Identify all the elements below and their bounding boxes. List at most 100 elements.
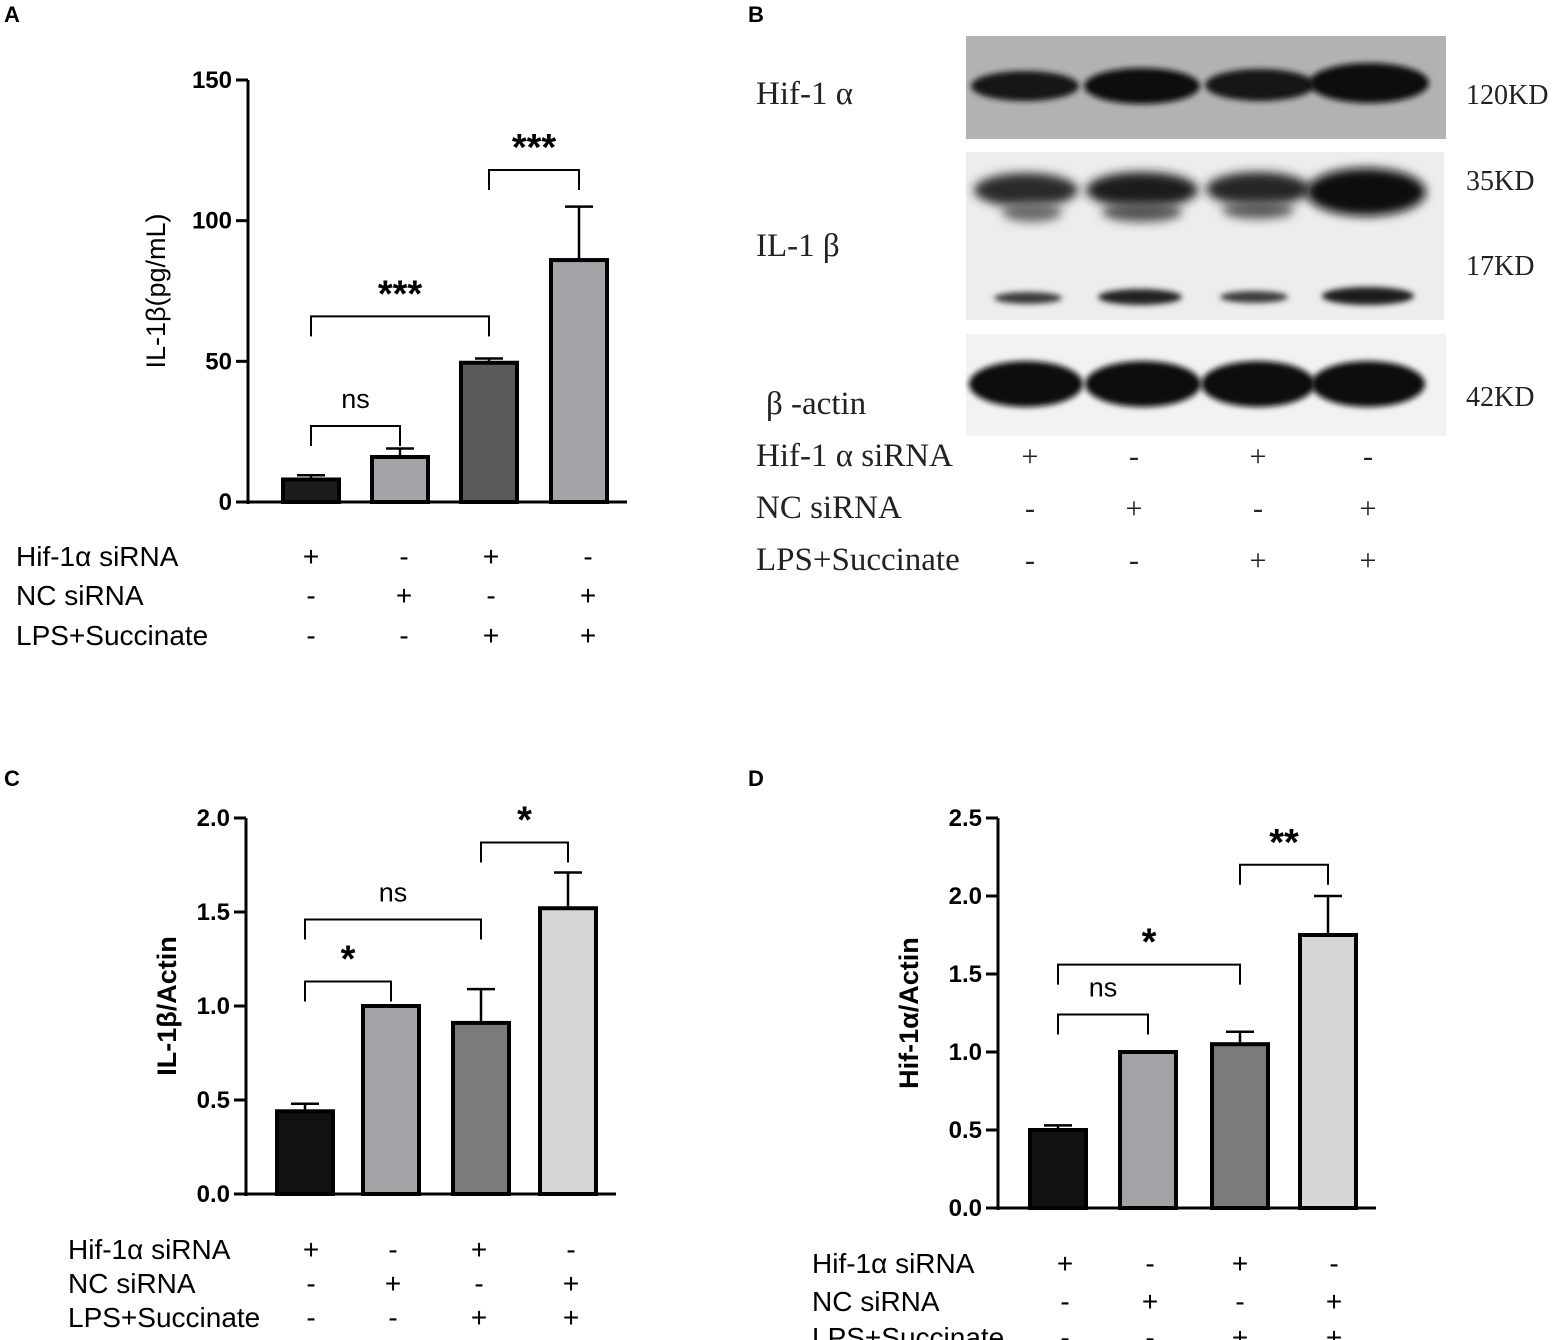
condition-label: Hif-1α siRNA	[16, 541, 179, 572]
blot-condition-sign: +	[1360, 544, 1377, 577]
blot-condition-label: NC siRNA	[756, 490, 902, 526]
bar	[538, 906, 598, 1196]
significance-bracket	[310, 315, 490, 337]
condition-sign: -	[388, 1234, 397, 1265]
significance-label: *	[341, 939, 356, 981]
condition-sign: +	[580, 620, 596, 651]
condition-sign: +	[396, 580, 412, 611]
y-tick-label: 0.5	[949, 1117, 982, 1144]
bar	[459, 360, 519, 504]
bar	[275, 1109, 335, 1197]
condition-sign: -	[399, 620, 408, 651]
condition-sign: +	[1326, 1322, 1342, 1340]
blot-condition-sign: -	[1025, 544, 1035, 577]
blot-strip-actin	[966, 334, 1446, 436]
condition-sign: -	[1060, 1286, 1069, 1317]
y-axis-label: IL-1β(pg/mL)	[141, 213, 171, 368]
blot-kd-42: 42KD	[1466, 382, 1534, 413]
panel-label-b: B	[748, 2, 764, 27]
condition-sign: -	[399, 541, 408, 572]
blot-strip-hif1a	[966, 36, 1446, 139]
blot-kd-120: 120KD	[1466, 80, 1548, 111]
bar	[1210, 1042, 1270, 1210]
condition-sign: +	[483, 541, 499, 572]
significance-bracket	[1057, 1013, 1149, 1035]
y-tick-label: 1.0	[949, 1039, 982, 1066]
bar	[549, 258, 609, 505]
y-tick-label: 100	[192, 208, 232, 235]
condition-label: Hif-1α siRNA	[68, 1234, 231, 1265]
significance-label: *	[517, 799, 532, 841]
significance-label: ***	[378, 273, 423, 315]
condition-sign: -	[486, 580, 495, 611]
blot-condition-sign: +	[1250, 544, 1267, 577]
condition-sign: -	[1145, 1248, 1154, 1279]
condition-sign: +	[580, 580, 596, 611]
condition-sign: +	[303, 541, 319, 572]
blot-condition-sign: -	[1025, 492, 1035, 525]
blot-condition-label: LPS+Succinate	[756, 542, 960, 578]
condition-sign: +	[1326, 1286, 1342, 1317]
blot-label-actin: β -actin	[766, 386, 866, 422]
condition-label: LPS+Succinate	[812, 1322, 1004, 1340]
condition-sign: -	[306, 580, 315, 611]
blot-condition-sign: +	[1250, 440, 1267, 473]
y-tick-label: 150	[192, 67, 232, 94]
significance-bracket	[1239, 863, 1329, 885]
blot-condition-sign: -	[1363, 440, 1373, 473]
blot-strip-il1b	[966, 152, 1444, 320]
y-tick-label: 0.0	[949, 1195, 982, 1222]
western-blot-panel: Hif-1 α IL-1 β β -actin 120KD 35KD 17KD …	[756, 36, 1548, 578]
condition-label: Hif-1α siRNA	[812, 1248, 975, 1279]
significance-label: *	[1142, 922, 1157, 964]
significance-bracket	[488, 169, 580, 191]
condition-sign: -	[306, 1268, 315, 1299]
condition-sign: +	[471, 1234, 487, 1265]
condition-sign: +	[563, 1302, 579, 1333]
y-tick-label: 2.5	[949, 805, 982, 832]
y-tick-label: 1.0	[197, 993, 230, 1020]
blot-kd-17: 17KD	[1466, 251, 1534, 282]
blot-condition-sign: +	[1126, 492, 1143, 525]
significance-label: ns	[1089, 973, 1118, 1003]
significance-bracket	[480, 841, 569, 863]
y-tick-label: 50	[205, 348, 232, 375]
bar	[361, 1004, 421, 1196]
bar	[1298, 933, 1358, 1210]
y-tick-label: 1.5	[949, 961, 982, 988]
condition-label: LPS+Succinate	[68, 1302, 260, 1333]
condition-sign: +	[563, 1268, 579, 1299]
condition-label: LPS+Succinate	[16, 620, 208, 651]
y-tick-label: 1.5	[197, 899, 230, 926]
condition-sign: +	[385, 1268, 401, 1299]
condition-sign: -	[1235, 1286, 1244, 1317]
blot-condition-sign: -	[1129, 440, 1139, 473]
significance-bracket	[1057, 963, 1241, 985]
blot-condition-rows: Hif-1 α siRNA + - + - NC siRNA - + - + LPS+Succina…	[756, 438, 1376, 578]
condition-sign: +	[303, 1234, 319, 1265]
condition-label: NC siRNA	[812, 1286, 940, 1317]
chart-panel-c: 0.0 0.5 1.0 1.5 2.0 IL-1β/Actin * ns * Hif-1α siR…	[68, 799, 616, 1333]
significance-label: ***	[512, 127, 557, 169]
condition-sign: -	[1060, 1322, 1069, 1340]
blot-condition-sign: +	[1022, 440, 1039, 473]
condition-sign: +	[483, 620, 499, 651]
bar	[370, 454, 430, 504]
significance-bracket	[310, 425, 401, 447]
significance-label: ns	[341, 384, 370, 414]
blot-condition-sign: -	[1129, 544, 1139, 577]
condition-label: NC siRNA	[16, 580, 144, 611]
y-axis-label: Hif-1α/Actin	[894, 937, 924, 1089]
bar	[1028, 1128, 1088, 1210]
y-axis-label: IL-1β/Actin	[152, 936, 182, 1075]
condition-label: NC siRNA	[68, 1268, 196, 1299]
significance-bracket	[304, 980, 392, 1002]
condition-sign: -	[1145, 1322, 1154, 1340]
condition-sign: -	[306, 620, 315, 651]
blot-label-il1b: IL-1 β	[756, 228, 840, 264]
y-tick-label: 0.5	[197, 1087, 230, 1114]
y-tick-label: 2.0	[197, 805, 230, 832]
condition-sign: -	[566, 1234, 575, 1265]
